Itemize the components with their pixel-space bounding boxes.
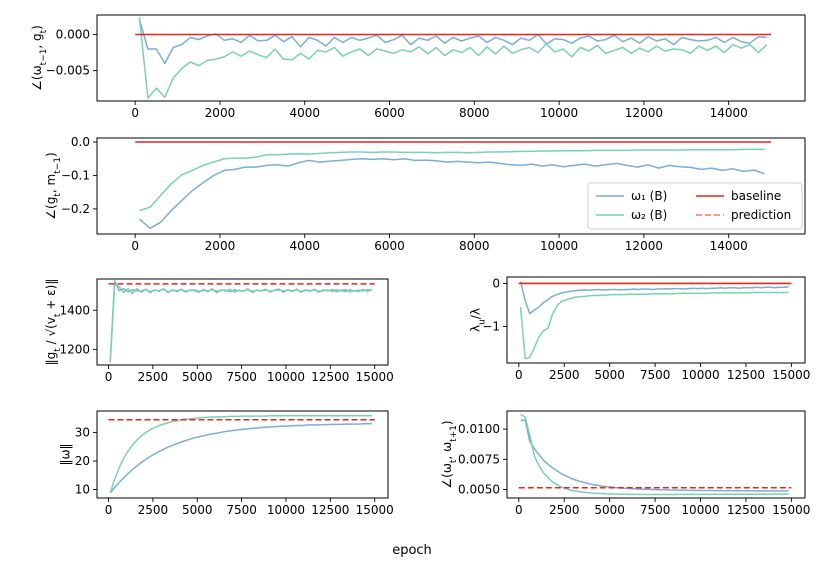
x-tick-label: 7500 (226, 370, 257, 384)
x-tick-label: 2000 (205, 106, 236, 120)
panel-weight-norm: 0 2500 5000 7500 10000 12500 15000 10 20 30‖ω‖ (59, 410, 394, 517)
x-tick-label: 5000 (182, 370, 213, 384)
y-tick-label: 0.0050 (458, 483, 500, 497)
axes-frame (96, 14, 806, 102)
x-tick-label: 12500 (727, 368, 765, 382)
y-tick-label: 0.0100 (458, 422, 500, 436)
x-tick-label: 0 (515, 503, 523, 517)
x-tick-label: 10000 (267, 370, 305, 384)
x-tick-label: 14000 (710, 106, 748, 120)
legend-box (587, 182, 803, 230)
series-line--2-b- (519, 291, 789, 360)
x-tick-label: 0 (105, 370, 113, 384)
panel-angle-omega-grad: 0 2000 4000 6000 8000 10000 12000 14000 0.000 −0.… (30, 14, 806, 120)
legend-label: ω₂ (B) (631, 208, 667, 222)
series-line--2-b- (520, 413, 789, 496)
y-tick-label: 0.0075 (458, 452, 500, 466)
series-line--2-b- (138, 17, 768, 99)
series-line--2-b- (109, 415, 372, 494)
x-tick-label: 4000 (289, 239, 320, 253)
series-line--1-b- (138, 157, 765, 230)
x-axis-label: epoch (392, 543, 432, 558)
y-tick-label: −0.1 (61, 168, 90, 182)
y-tick-label: −0.005 (46, 64, 90, 78)
series-line--1-b- (519, 281, 789, 315)
y-tick-label: 0.000 (56, 28, 90, 42)
x-tick-label: 10000 (267, 503, 305, 517)
x-tick-label: 10000 (681, 368, 719, 382)
y-axis-label: ‖ω‖ (59, 443, 73, 465)
x-tick-label: 12000 (625, 239, 663, 253)
x-tick-label: 0 (105, 503, 113, 517)
y-tick-label: −0.2 (61, 202, 90, 216)
x-tick-label: 8000 (459, 239, 490, 253)
x-tick-label: 5000 (182, 503, 213, 517)
x-tick-label: 0 (515, 368, 523, 382)
x-tick-label: 7500 (640, 368, 671, 382)
x-tick-label: 12500 (727, 503, 765, 517)
y-tick-label: −1 (482, 319, 500, 333)
legend-label: baseline (731, 189, 781, 203)
axes-frame (96, 137, 806, 235)
panel-angular-update: 0 2500 5000 7500 10000 12500 15000 0.0100 0.0075… (440, 410, 810, 517)
x-tick-label: 2000 (205, 239, 236, 253)
x-tick-label: 6000 (374, 239, 405, 253)
x-tick-label: 12500 (311, 370, 349, 384)
x-tick-label: 2500 (549, 368, 580, 382)
y-axis-label: ‖gt / √(vt + ε)‖ (44, 279, 63, 366)
x-tick-label: 12000 (625, 106, 663, 120)
y-tick-label: 20 (75, 454, 90, 468)
x-tick-label: 10000 (540, 106, 578, 120)
series-line--2-b- (139, 148, 765, 212)
y-tick-label: 0 (492, 276, 500, 290)
panel-effective-lr-ratio: 0 2500 5000 7500 10000 12500 15000 0 −1λu/λ (469, 276, 811, 382)
y-axis-label: λu/λ (469, 308, 488, 332)
x-tick-label: 2500 (138, 503, 169, 517)
x-tick-label: 15000 (356, 503, 394, 517)
x-tick-label: 15000 (772, 503, 810, 517)
panel-angle-grad-momentum: 0 2000 4000 6000 8000 10000 12000 14000 0.0 −0.1 −… (44, 135, 806, 253)
series-line--2-b- (109, 283, 373, 363)
axes-frame (506, 276, 806, 364)
x-tick-label: 2500 (138, 370, 169, 384)
x-tick-label: 10000 (540, 239, 578, 253)
y-axis-label: ∠(ωt−1, gt) (30, 25, 49, 91)
axes-frame (96, 278, 389, 366)
x-tick-label: 0 (131, 106, 139, 120)
x-tick-label: 12500 (311, 503, 349, 517)
legend-label: prediction (731, 208, 791, 222)
axes-frame (506, 410, 806, 499)
x-tick-label: 2500 (549, 503, 580, 517)
x-tick-label: 5000 (594, 368, 625, 382)
x-tick-label: 15000 (772, 368, 810, 382)
x-tick-label: 14000 (710, 239, 748, 253)
y-tick-label: 0.0 (71, 135, 90, 149)
x-tick-label: 8000 (459, 106, 490, 120)
panel-normalized-update-norm: 0 2500 5000 7500 10000 12500 15000 1200 1400‖gt … (44, 278, 394, 384)
legend-label: ω₁ (B) (631, 189, 667, 203)
y-tick-label: 1200 (59, 342, 90, 356)
series-line--1-b- (109, 423, 372, 494)
x-tick-label: 6000 (374, 106, 405, 120)
y-tick-label: 30 (75, 426, 90, 440)
y-axis-label: ∠(gt, mt−1) (44, 152, 63, 219)
x-tick-label: 15000 (356, 370, 394, 384)
y-tick-label: 1400 (59, 303, 90, 317)
x-tick-label: 7500 (226, 503, 257, 517)
axes-frame (96, 410, 389, 499)
x-tick-label: 4000 (289, 106, 320, 120)
x-tick-label: 7500 (640, 503, 671, 517)
x-tick-label: 5000 (594, 503, 625, 517)
series-line--1-b- (138, 19, 767, 65)
series-line--1-b- (520, 418, 789, 492)
y-axis-label: ∠(ωt, ωt+1) (440, 420, 459, 488)
y-tick-label: 10 (75, 482, 90, 496)
x-tick-label: 0 (131, 239, 139, 253)
x-tick-label: 10000 (681, 503, 719, 517)
